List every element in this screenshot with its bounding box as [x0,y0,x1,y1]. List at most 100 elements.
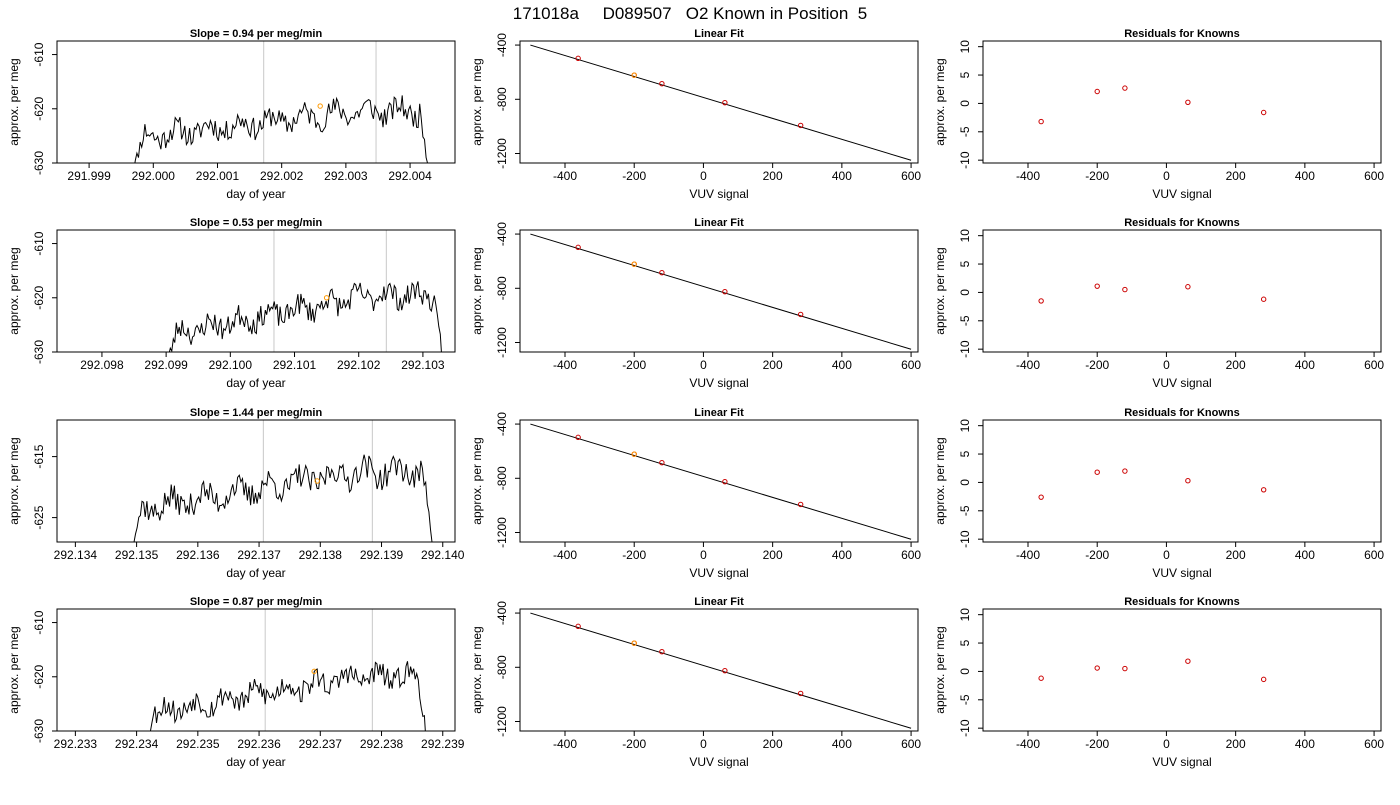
data-point [797,311,804,318]
x-tick-label: -400 [553,358,577,372]
data-point [659,81,665,87]
y-tick-label: -620 [32,285,46,309]
x-tick-label: 0 [1163,358,1170,372]
plot-area [530,44,912,161]
panel-title: Slope = 1.44 per meg/min [190,407,323,419]
x-tick-label: 291.999 [67,169,111,183]
y-tick-label: -630 [32,340,46,364]
x-axis-label: day of year [226,187,285,201]
panel-r2-c2: Linear Fit VUV signal approx. per meg -400 -… [470,217,921,390]
x-tick-label: 400 [832,358,852,372]
y-axis-label: approx. per meg [470,58,484,145]
x-tick-label: 292.238 [360,737,404,751]
x-tick-label: 0 [1163,737,1170,751]
y-axis-label: approx. per meg [933,247,947,334]
x-tick-label: -200 [1085,358,1109,372]
data-point [722,667,728,674]
x-tick-label: 600 [1364,548,1384,562]
x-axis-label: VUV signal [1152,755,1211,769]
x-tick-label: 200 [1226,358,1246,372]
panel-r1-c1: Slope = 0.94 per meg/min day of year appro… [7,28,456,201]
y-tick-label: -1200 [495,327,509,358]
panel-r1-c3: Residuals for Knowns VUV signal approx. pe… [933,28,1384,201]
plot-area [1038,468,1267,500]
y-tick-label: -5 [958,126,972,137]
fit-line [530,44,912,161]
x-tick-label: 292.001 [196,169,240,183]
panel-r1-c2: Linear Fit VUV signal approx. per meg -400 -… [470,28,921,201]
signal-trace [134,95,429,163]
plot-frame [56,40,456,164]
y-axis-label: approx. per meg [470,437,484,524]
highlight-point [311,668,317,675]
x-tick-label: 292.234 [115,737,159,751]
y-tick-label: -10 [958,719,972,737]
data-point [659,460,665,466]
y-tick-label: -1200 [495,706,509,737]
panel-r4-c1: Slope = 0.87 per meg/min day of year appro… [7,596,465,769]
x-tick-label: -400 [1016,737,1040,751]
y-tick-label: 10 [958,608,972,622]
y-tick-label: -615 [32,444,46,468]
data-point [722,478,728,485]
plot-area [1038,658,1267,683]
y-tick-label: 0 [958,479,972,486]
data-point [1122,665,1128,672]
x-tick-label: 292.237 [299,737,343,751]
y-axis-label: approx. per meg [470,247,484,334]
x-tick-label: 400 [1295,169,1315,183]
data-point [659,270,665,276]
y-tick-label: 0 [958,668,972,675]
x-tick-label: 400 [832,169,852,183]
plot-frame [519,608,919,732]
y-axis-label: approx. per meg [7,437,21,524]
x-tick-label: -200 [622,548,646,562]
data-point [1094,469,1100,475]
data-point [1185,284,1191,290]
x-tick-label: 292.139 [360,548,404,562]
x-axis-label: day of year [226,376,285,390]
highlight-point [631,261,637,267]
y-tick-label: -800 [495,87,509,111]
x-axis-label: VUV signal [689,566,748,580]
y-tick-label: 10 [958,40,972,54]
x-tick-label: 0 [700,358,707,372]
x-tick-label: -400 [1016,548,1040,562]
panel-title: Residuals for Knowns [1124,28,1240,40]
data-point [797,122,804,129]
data-point [1094,665,1100,671]
x-tick-label: 292.004 [388,169,432,183]
data-point [575,623,581,630]
x-tick-label: 292.003 [324,169,368,183]
x-tick-label: -200 [622,737,646,751]
x-axis-label: VUV signal [1152,187,1211,201]
plot-area [134,41,429,163]
highlight-point [323,295,330,301]
figure-title: 171018a D089507 O2 Known in Position 5 [513,4,867,23]
y-tick-label: -5 [958,315,972,326]
plot-frame [982,608,1382,732]
plot-area [149,609,426,731]
data-point [1038,298,1044,304]
x-tick-label: -400 [553,548,577,562]
panel-title: Linear Fit [694,596,744,608]
panel-r3-c3: Residuals for Knowns VUV signal approx. pe… [933,407,1384,580]
data-point [1260,676,1267,683]
x-tick-label: -200 [1085,169,1109,183]
x-axis-label: VUV signal [689,187,748,201]
x-tick-label: 0 [700,737,707,751]
plot-frame [982,40,1382,164]
x-tick-label: 292.134 [54,548,98,562]
x-tick-label: -400 [1016,169,1040,183]
y-tick-label: 5 [958,639,972,646]
panel-r2-c1: Slope = 0.53 per meg/min day of year appro… [7,217,456,390]
y-tick-label: -800 [495,466,509,490]
y-axis-label: approx. per meg [933,626,947,713]
y-axis-label: approx. per meg [470,626,484,713]
data-point [1122,85,1128,91]
data-point [1038,675,1044,681]
x-tick-label: 400 [832,737,852,751]
x-tick-label: 292.236 [237,737,281,751]
x-tick-label: -200 [1085,548,1109,562]
signal-trace [133,454,433,542]
